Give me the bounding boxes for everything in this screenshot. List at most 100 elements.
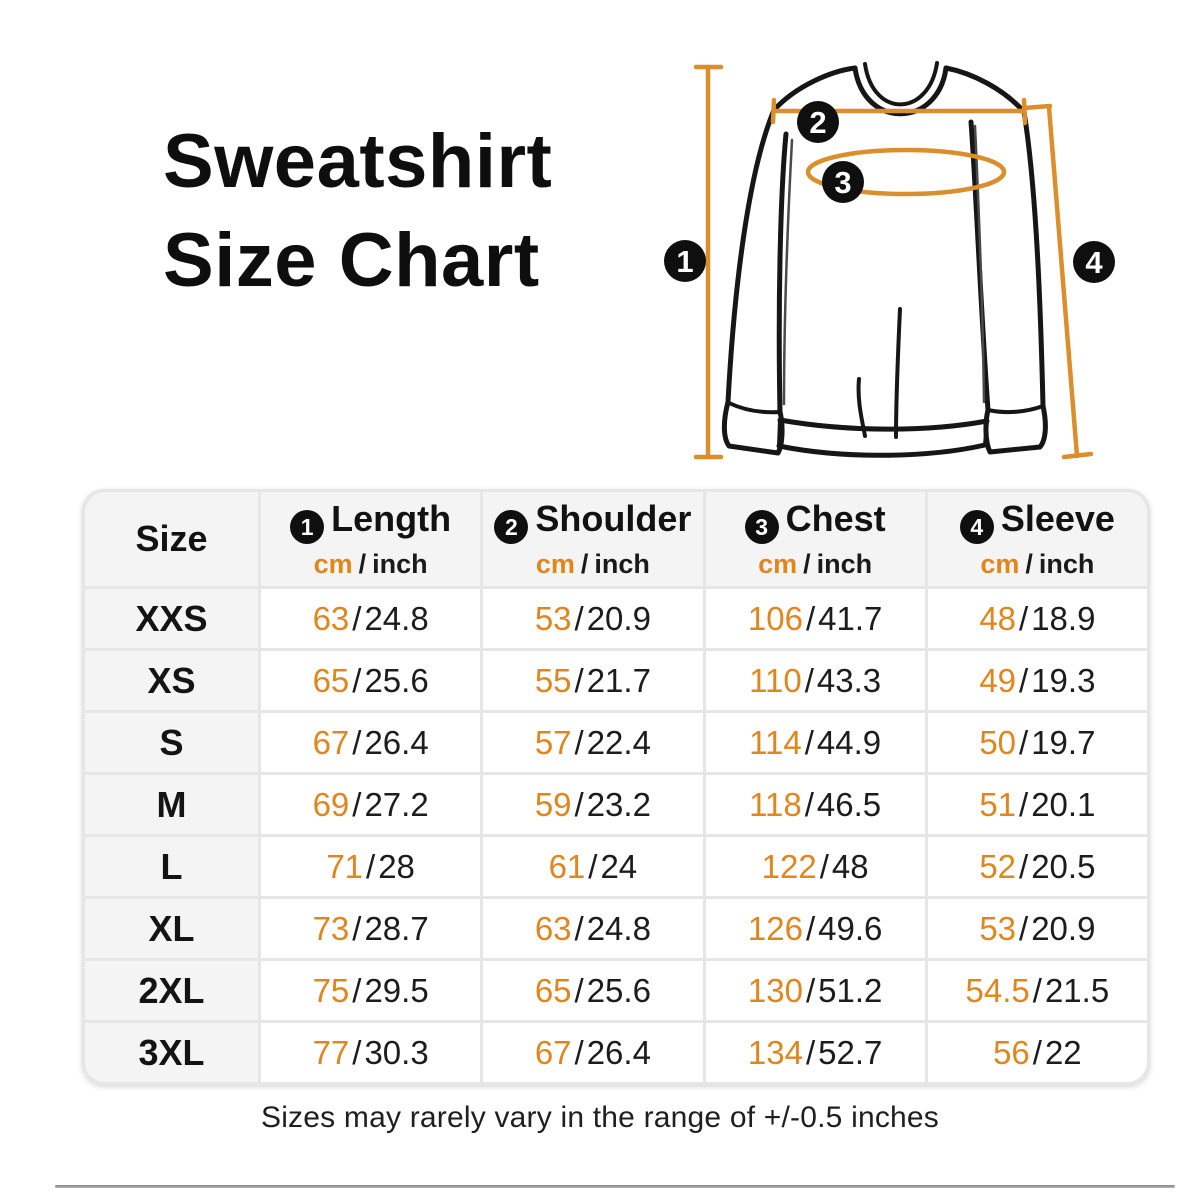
- table-row: XS 65/25.6 55/21.7 110/43.3 49/19.3: [85, 651, 1147, 710]
- unit-inch: inch: [372, 549, 428, 580]
- slash-separator: /: [352, 599, 362, 637]
- slash-separator: /: [574, 971, 584, 1009]
- slash-separator: /: [804, 723, 814, 761]
- slash-separator: /: [1019, 909, 1029, 947]
- sleeve-number-badge: 4: [959, 510, 994, 545]
- sleeve-cm-value: 50: [979, 723, 1017, 761]
- header-shoulder: 2 Shoulder cm / inch: [483, 492, 703, 586]
- shoulder-right-tick: [1021, 97, 1028, 126]
- measurement-badges: 1 2 3 4: [664, 101, 1115, 283]
- page-title-line2: Size Chart: [163, 218, 540, 303]
- size-label: XL: [85, 899, 258, 958]
- badge-2-number: 2: [809, 105, 826, 140]
- slash-separator: /: [574, 909, 584, 947]
- shoulder-inch-value: 24: [600, 847, 638, 885]
- chest-cell: 106/41.7: [705, 589, 925, 648]
- chest-cm-value: 118: [749, 785, 802, 823]
- length-inch-value: 25.6: [364, 661, 429, 699]
- chest-cell: 110/43.3: [705, 651, 925, 710]
- chest-cm-value: 126: [747, 909, 803, 947]
- length-cm-value: 67: [312, 723, 350, 761]
- shoulder-cm-value: 63: [534, 909, 572, 947]
- badge-1-number: 1: [676, 244, 693, 279]
- length-cm-value: 69: [312, 785, 350, 823]
- sleeve-inch-value: 20.1: [1031, 785, 1096, 823]
- slash-separator: /: [1019, 661, 1029, 699]
- sleeve-inch-value: 20.9: [1031, 909, 1096, 947]
- table-row: S 67/26.4 57/22.4 114/44.9 50/19.7: [85, 713, 1147, 772]
- chest-cm-value: 122: [761, 847, 817, 885]
- chest-inch-value: 46.5: [816, 785, 882, 823]
- sleeve-cm-value: 49: [979, 661, 1017, 699]
- sleeve-cm-value: 56: [993, 1033, 1030, 1071]
- shoulder-cm-value: 53: [534, 599, 572, 637]
- sleeve-inch-value: 19.3: [1031, 661, 1096, 699]
- header-shoulder-units: cm / inch: [483, 549, 702, 580]
- chest-cell: 114/44.9: [705, 713, 925, 772]
- length-inch-value: 28: [378, 847, 415, 885]
- chest-inch-value: 51.2: [818, 971, 883, 1009]
- sleeve-inch-value: 22: [1044, 1033, 1082, 1071]
- shoulder-cm-value: 55: [534, 661, 572, 699]
- slash-separator: /: [574, 723, 584, 761]
- shoulder-cell: 61/24: [483, 837, 703, 896]
- size-label: 2XL: [85, 961, 258, 1020]
- header-size-label: Size: [135, 518, 208, 559]
- slash-separator: /: [804, 785, 814, 823]
- length-cm-value: 75: [312, 971, 350, 1009]
- size-table-header: Size 1 Length cm / inch 2 Shoulder cm / inch 3…: [85, 492, 1147, 586]
- chest-cell: 130/51.2: [705, 961, 925, 1020]
- header-length-label: Length: [331, 497, 452, 539]
- size-label: 3XL: [85, 1023, 258, 1082]
- unit-cm: cm: [758, 549, 798, 580]
- shoulder-inch-value: 20.9: [586, 599, 651, 637]
- sleeve-detail-lines: [782, 124, 986, 406]
- sleeve-cell: 50/19.7: [927, 713, 1147, 772]
- chest-inch-value: 48: [831, 847, 869, 885]
- sweatshirt-outline: [721, 61, 1048, 458]
- table-row: L 71/28 61/24 122/48 52/20.5: [85, 837, 1147, 896]
- chest-cm-value: 114: [749, 723, 802, 761]
- shoulder-cm-value: 65: [534, 971, 572, 1009]
- slash-separator: /: [1019, 785, 1029, 823]
- slash-separator: /: [574, 661, 584, 699]
- header-size: Size: [85, 492, 258, 586]
- slash-separator: /: [574, 599, 584, 637]
- header-sleeve-label: Sleeve: [1000, 497, 1115, 539]
- badge-3-number: 3: [834, 165, 851, 200]
- length-cm-value: 71: [326, 847, 364, 885]
- bottom-divider: [55, 1185, 1175, 1188]
- unit-slash: /: [803, 549, 811, 580]
- chest-cell: 126/49.6: [705, 899, 925, 958]
- sleeve-inch-value: 19.7: [1031, 723, 1096, 761]
- chest-cell: 134/52.7: [705, 1023, 925, 1082]
- chest-number-badge: 3: [744, 510, 779, 545]
- table-row: XXS 63/24.8 53/20.9 106/41.7 48/18.9: [85, 589, 1147, 648]
- page-title-line1: Sweatshirt: [163, 119, 553, 204]
- sleeve-top-cap: [1021, 103, 1053, 111]
- sweatshirt-diagram: 1 2 3 4: [628, 22, 1193, 490]
- chest-cell: 118/46.5: [705, 775, 925, 834]
- length-cell: 65/25.6: [261, 651, 481, 710]
- sleeve-cell: 53/20.9: [927, 899, 1147, 958]
- length-inch-value: 26.4: [364, 723, 429, 761]
- chest-cm-value: 106: [747, 599, 803, 637]
- sleeve-cm-value: 54.5: [965, 971, 1030, 1009]
- shoulder-inch-value: 22.4: [586, 723, 651, 761]
- length-cell: 69/27.2: [261, 775, 481, 834]
- slash-separator: /: [805, 971, 816, 1009]
- header-chest: 3 Chest cm / inch: [705, 492, 925, 586]
- unit-inch: inch: [1038, 549, 1095, 580]
- chest-inch-value: 41.7: [818, 599, 883, 637]
- shoulder-left-tick: [770, 97, 777, 125]
- slash-separator: /: [352, 723, 362, 761]
- length-inch-value: 24.8: [364, 599, 429, 637]
- slash-separator: /: [366, 847, 376, 885]
- slash-separator: /: [574, 785, 584, 823]
- length-cell: 73/28.7: [261, 899, 481, 958]
- shoulder-cm-value: 57: [534, 723, 572, 761]
- shoulder-inch-value: 21.7: [586, 661, 651, 699]
- unit-slash: /: [1025, 549, 1033, 580]
- slash-separator: /: [1019, 847, 1029, 885]
- header-length: 1 Length cm / inch: [261, 492, 481, 586]
